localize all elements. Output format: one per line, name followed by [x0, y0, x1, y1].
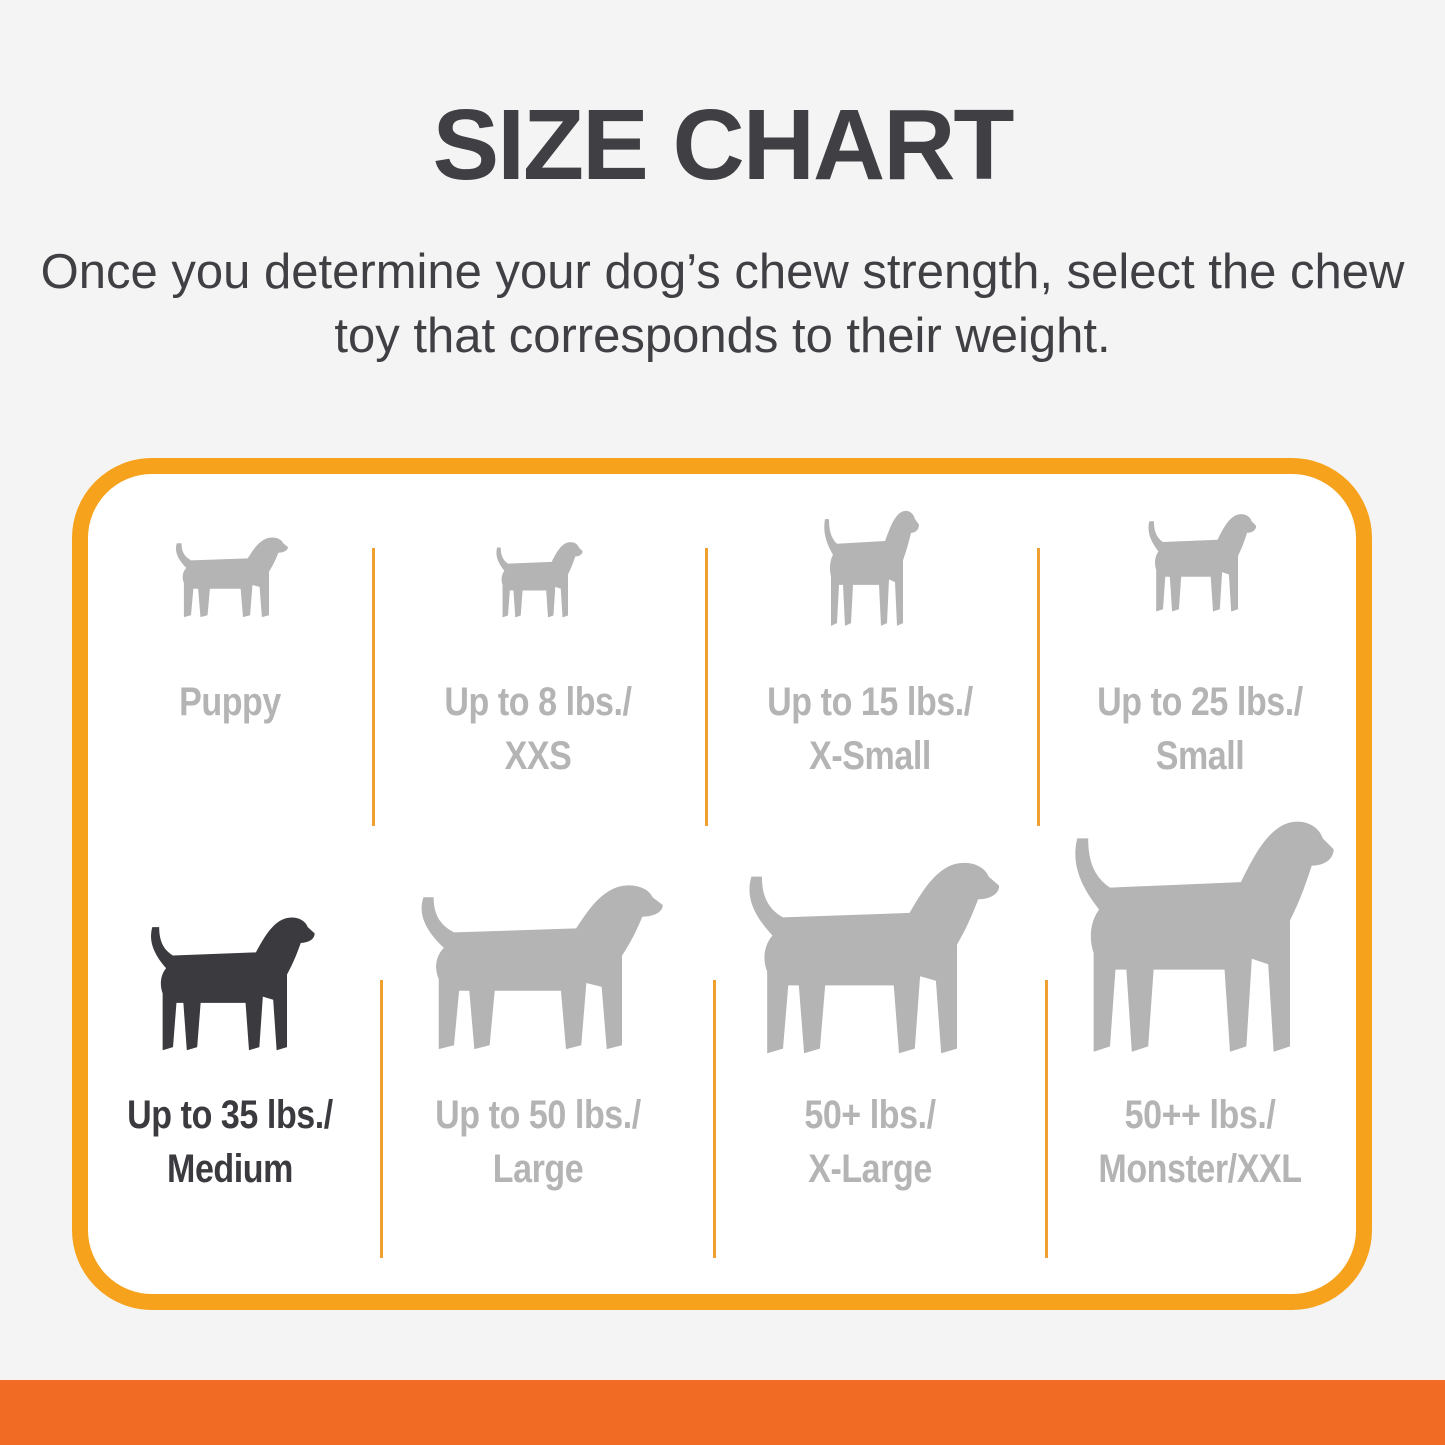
weight-label: Up to 15 lbs./	[767, 680, 973, 724]
weight-label: Up to 35 lbs./	[127, 1093, 333, 1137]
weight-label: Puppy	[179, 680, 281, 724]
size-name-label: Small	[1155, 734, 1245, 778]
labrador-icon	[398, 870, 678, 1055]
size-label: Up to 50 lbs./ Large	[388, 1088, 688, 1196]
size-name-label: Large	[492, 1147, 584, 1191]
puppy-icon	[165, 530, 295, 620]
size-name-label: Monster/XXL	[1098, 1147, 1302, 1191]
bottom-bar	[0, 1380, 1445, 1445]
divider	[713, 980, 716, 1258]
weight-label: Up to 50 lbs./	[435, 1093, 641, 1137]
divider	[1045, 980, 1048, 1258]
size-name-label: X-Small	[809, 734, 931, 778]
great-dane-icon	[1050, 800, 1350, 1060]
terrier-icon	[1138, 505, 1263, 615]
weight-label: Up to 8 lbs./	[444, 680, 632, 724]
chihuahua-icon	[488, 535, 588, 620]
size-name-label: Medium	[167, 1147, 293, 1191]
weight-label: 50++ lbs./	[1124, 1093, 1276, 1137]
shepherd-icon	[725, 845, 1015, 1060]
weight-label: 50+ lbs./	[804, 1093, 936, 1137]
subtitle: Once you determine your dog’s chew stren…	[40, 245, 1405, 363]
beagle-icon	[135, 905, 325, 1055]
divider	[372, 548, 375, 826]
weight-label: Up to 25 lbs./	[1097, 680, 1303, 724]
toy-terrier-icon	[815, 500, 925, 630]
size-label: Up to 8 lbs./ XXS	[388, 675, 688, 783]
size-label: Puppy	[80, 675, 380, 729]
size-label: 50++ lbs./ Monster/XXL	[1050, 1088, 1350, 1196]
size-label: Up to 25 lbs./ Small	[1050, 675, 1350, 783]
size-chart-panel	[72, 458, 1372, 1310]
divider	[705, 548, 708, 826]
size-label: Up to 15 lbs./ X-Small	[720, 675, 1020, 783]
divider	[380, 980, 383, 1258]
size-label: 50+ lbs./ X-Large	[720, 1088, 1020, 1196]
divider	[1037, 548, 1040, 826]
page-title: SIZE CHART	[432, 89, 1015, 201]
size-label: Up to 35 lbs./ Medium	[80, 1088, 380, 1196]
size-name-label: XXS	[504, 734, 572, 778]
size-name-label: X-Large	[808, 1147, 932, 1191]
